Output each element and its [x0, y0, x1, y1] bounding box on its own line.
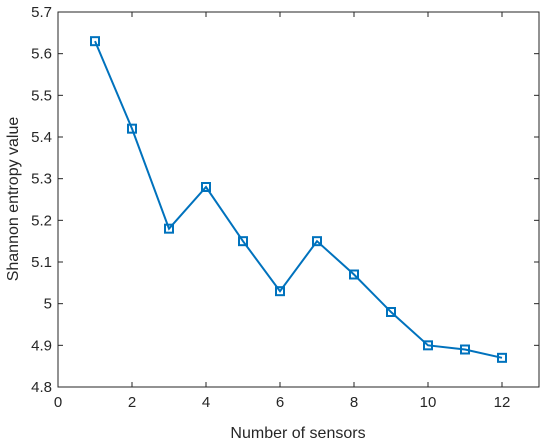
y-tick-label: 5.7 — [31, 4, 52, 21]
data-point-marker — [312, 236, 322, 247]
data-point-marker — [127, 123, 137, 134]
y-tick-label: 5.2 — [31, 212, 52, 229]
y-tick-label: 4.8 — [31, 379, 52, 396]
y-tick-label: 5.1 — [31, 254, 52, 271]
x-tick-label: 8 — [350, 394, 358, 411]
data-point-marker — [90, 36, 100, 47]
data-point-marker — [386, 307, 396, 317]
x-tick-label: 10 — [420, 394, 437, 411]
y-tick-label: 4.9 — [31, 337, 52, 354]
data-point-marker — [275, 286, 285, 297]
series-markers — [90, 36, 507, 363]
x-tick-label: 4 — [202, 394, 210, 411]
axis-ticks — [57, 11, 539, 388]
x-tick-label: 0 — [54, 394, 62, 411]
y-tick-label: 5.5 — [31, 87, 52, 104]
axes-box — [57, 11, 540, 388]
series-line — [94, 40, 503, 359]
y-tick-label: 5 — [44, 296, 52, 313]
tick-labels: 0 2 4 6 8 10 12 4.8 4.9 5 5.1 5.2 5.3 5.4 5.5 5.6 5.7 — [31, 4, 510, 411]
data-point-marker — [349, 269, 359, 280]
data-point-marker — [423, 340, 433, 351]
plot-area — [58, 12, 539, 387]
data-point-marker — [201, 182, 211, 192]
y-tick-label: 5.3 — [31, 171, 52, 188]
y-axis-label: Shannon entropy value — [5, 117, 22, 282]
data-point-marker — [497, 352, 507, 363]
x-tick-label: 2 — [128, 394, 136, 411]
y-tick-label: 5.4 — [31, 129, 52, 146]
x-axis-label: Number of sensors — [230, 425, 365, 442]
x-tick-label: 12 — [494, 394, 511, 411]
y-tick-label: 5.6 — [31, 46, 52, 63]
data-point-marker — [164, 223, 174, 234]
data-point-marker — [238, 236, 248, 247]
x-tick-label: 6 — [276, 394, 284, 411]
data-point-marker — [460, 344, 470, 355]
